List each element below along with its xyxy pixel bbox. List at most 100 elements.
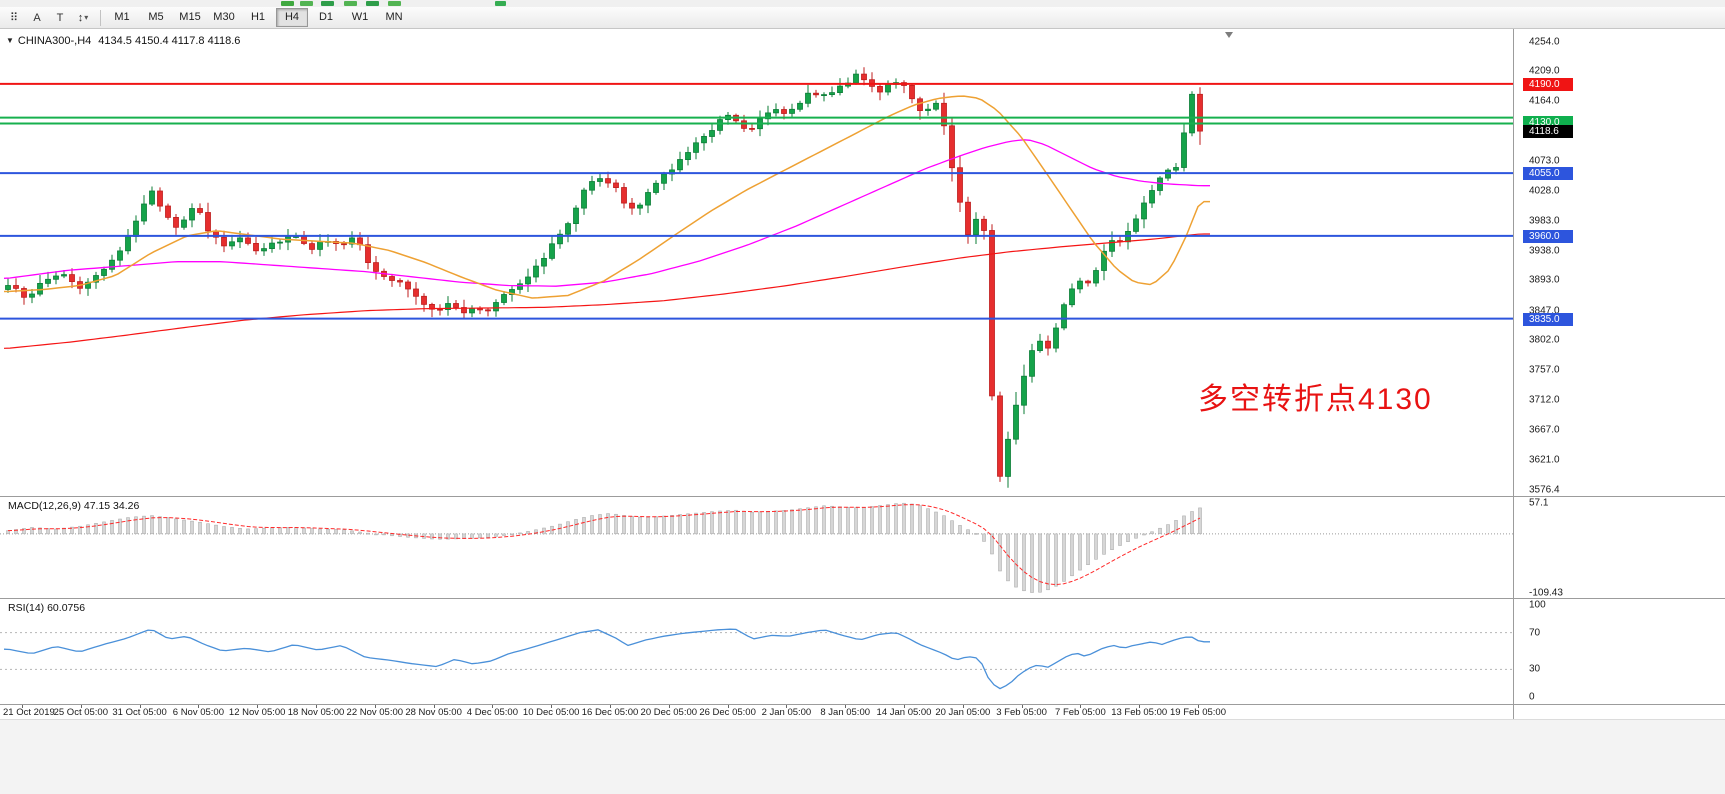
time-axis-label: 4 Dec 05:00 [466, 707, 519, 718]
price-scale-label: 4164.0 [1529, 95, 1560, 107]
timeframe-h4-button[interactable]: H4 [276, 8, 308, 27]
time-tick [845, 705, 847, 708]
timeframe-m30-button[interactable]: M30 [213, 11, 235, 23]
timeframe-m1-button[interactable]: M1 [114, 11, 130, 23]
time-axis[interactable]: 21 Oct 2019 25 Oct 05:00 31 Oct 05:00 6 Nov… [0, 705, 1513, 719]
symbol-dropdown-icon[interactable]: ▼ [6, 36, 14, 45]
price-scale-label: 3802.0 [1529, 334, 1560, 346]
rsi-line [3, 628, 1210, 690]
cutoff-icon-fragment [366, 1, 379, 6]
macd-panel[interactable]: MACD(12,26,9) 47.15 34.26 [0, 497, 1725, 598]
ma_slow-line[interactable] [3, 233, 1210, 349]
price-panel[interactable]: ▼ CHINA300-,H4 4134.5 4150.4 4117.8 4118.6… [0, 29, 1725, 496]
chart-shift-marker[interactable] [1225, 32, 1233, 38]
time-axis-label: 31 Oct 05:00 [112, 707, 167, 718]
rsi-scale-label: 70 [1529, 627, 1541, 639]
time-tick [904, 705, 905, 708]
price-scale[interactable]: 4254.0 4209.0 4164.0 4118.6 4073.0 4028.0 3983… [1513, 29, 1725, 719]
macd-histogram [6, 502, 1202, 593]
time-tick [1021, 705, 1023, 708]
time-tick [374, 705, 376, 708]
price-scale-label: 3576.4 [1529, 484, 1560, 496]
ma_mid-line[interactable] [3, 139, 1210, 287]
price-pane-canvas[interactable] [0, 29, 1513, 496]
timeframe-group: M1 M5 M15 M30 H1 H4 D1 W1 MN [106, 8, 412, 27]
macd-pane-canvas[interactable] [0, 497, 1513, 598]
time-tick [22, 705, 23, 708]
time-axis-label: 12 Nov 05:00 [228, 707, 286, 718]
cutoff-icon-fragment [388, 1, 401, 6]
chart-window[interactable]: ▼ CHINA300-,H4 4134.5 4150.4 4117.8 4118.6… [0, 29, 1725, 719]
timeframe-m15-button[interactable]: M15 [179, 11, 201, 23]
toolbar-separator [100, 9, 101, 26]
price-scale-label: 4073.0 [1529, 155, 1560, 167]
timeframe-m5-button[interactable]: M5 [148, 11, 164, 23]
timeframe-w1-button[interactable]: W1 [351, 11, 369, 23]
cutoff-icon-fragment [495, 1, 506, 6]
hline-price-badge: 4190.0 [1523, 77, 1573, 91]
timeframe-mn-button[interactable]: MN [385, 11, 403, 23]
time-axis-label: 13 Feb 05:00 [1111, 707, 1168, 718]
price-scale-label: 3893.0 [1529, 274, 1560, 286]
time-tick [198, 705, 200, 708]
arrows-tool-button[interactable]: ↕ ▾ [77, 11, 89, 24]
symbol-header: ▼ CHINA300-,H4 4134.5 4150.4 4117.8 4118.6 [6, 35, 240, 47]
time-axis-label: 7 Feb 05:00 [1055, 707, 1106, 718]
panel-separator[interactable] [0, 496, 1725, 497]
drawing-tools-group: ⠿ A T ↕ ▾ [3, 8, 95, 28]
price-scale-label: 4028.0 [1529, 185, 1560, 197]
time-tick [610, 705, 611, 708]
price-scale-label: 3712.0 [1529, 394, 1560, 406]
time-axis-label: 8 Jan 05:00 [820, 707, 871, 718]
dropdown-arrow-icon: ▾ [84, 13, 89, 22]
text-tool-button[interactable]: A [33, 11, 41, 24]
ma_fast-line[interactable] [3, 95, 1210, 299]
cutoff-icon-fragment [281, 1, 294, 6]
rsi-scale-label: 100 [1529, 599, 1546, 611]
time-axis-label: 19 Feb 05:00 [1170, 707, 1226, 718]
time-axis-label: 10 Dec 05:00 [522, 707, 580, 718]
time-axis-label: 2 Jan 05:00 [761, 707, 812, 718]
time-tick [492, 705, 494, 708]
rsi-panel[interactable]: RSI(14) 60.0756 [0, 599, 1725, 704]
time-axis-label: 20 Dec 05:00 [640, 707, 698, 718]
time-tick [668, 705, 670, 708]
rsi-indicator-label: RSI(14) 60.0756 [8, 602, 86, 614]
time-axis-label: 16 Dec 05:00 [581, 707, 639, 718]
timeframe-h1-button[interactable]: H1 [250, 11, 266, 23]
time-tick [727, 705, 729, 708]
price-scale-label: 3938.0 [1529, 245, 1560, 256]
symbol-ohlc-values: 4134.5 4150.4 4117.8 4118.6 [98, 35, 241, 47]
chart-annotation-text: 多空转折点4130 [1198, 383, 1433, 416]
text-label-tool-button[interactable]: T [56, 11, 64, 24]
time-tick [316, 705, 317, 708]
rsi-scale-label: 30 [1529, 663, 1541, 675]
hline-price-badge: 4055.0 [1523, 167, 1573, 181]
price-scale-label: 3621.0 [1529, 454, 1560, 466]
rsi-pane-canvas[interactable] [0, 599, 1513, 704]
toolbar-handle-button[interactable]: ⠿ [9, 12, 19, 24]
timeframe-d1-button[interactable]: D1 [318, 11, 334, 23]
time-tick [1080, 705, 1082, 708]
price-scale-label: 3847.0 [1529, 305, 1560, 317]
macd-indicator-label: MACD(12,26,9) 47.15 34.26 [8, 500, 140, 512]
time-axis-label: 26 Dec 05:00 [699, 707, 756, 718]
bottom-strip [0, 719, 1725, 794]
symbol-title: CHINA300-,H4 [17, 35, 92, 47]
time-tick [1139, 705, 1141, 708]
chart-toolbar: ⠿ A T ↕ ▾ M1 M5 M15 M30 H1 H4 D1 W1 MN [0, 7, 1725, 29]
price-scale-label: 3667.0 [1529, 424, 1560, 436]
time-tick [433, 705, 435, 708]
hline-price-badge: 3960.0 [1523, 229, 1573, 243]
time-tick [962, 705, 964, 708]
time-tick [786, 705, 788, 708]
panel-separator[interactable] [0, 598, 1725, 599]
time-axis-label: 6 Nov 05:00 [172, 707, 225, 718]
axis-separator [0, 704, 1725, 705]
cutoff-icon-fragment [300, 1, 313, 6]
price-scale-label: 4254.0 [1529, 36, 1560, 48]
time-axis-label: 18 Nov 05:00 [287, 707, 345, 718]
price-scale-label: 3983.0 [1529, 215, 1560, 227]
time-tick [80, 705, 82, 708]
